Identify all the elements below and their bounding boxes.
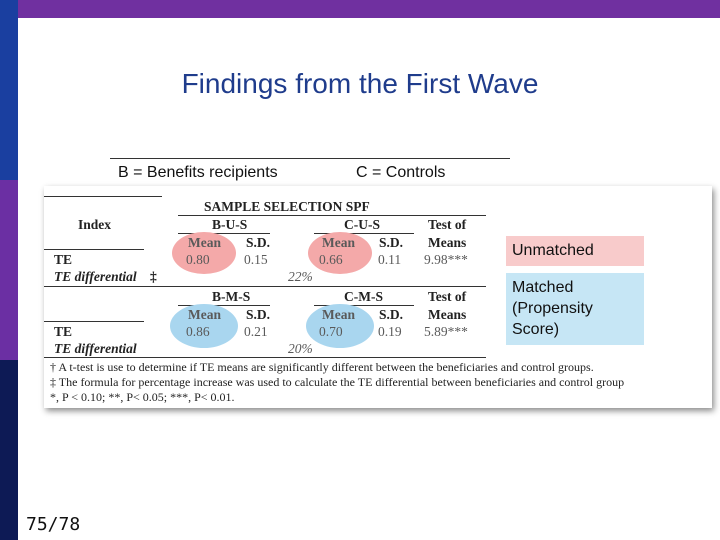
value-c-sd: 0.19 [378, 324, 402, 339]
left-bar-segment-purple [0, 180, 18, 360]
page-number: 75/78 [26, 514, 81, 535]
col-mean: Mean [188, 235, 221, 250]
value-b-mean: 0.80 [186, 252, 210, 267]
test-of-label: Test of [428, 217, 467, 232]
left-bar-segment-blue [0, 0, 18, 180]
row-label-te: TE [54, 324, 73, 339]
rule [178, 305, 270, 306]
highlight-mean-b-unmatched [172, 232, 236, 274]
value-te-differential: 20% [288, 341, 313, 356]
means-label: Means [428, 235, 467, 250]
group-legend: B = Benefits recipients C = Controls [110, 158, 510, 188]
sample-selection-heading: SAMPLE SELECTION SPF [204, 199, 370, 214]
footnote-t-test: † A t-test is use to determine if TE mea… [50, 360, 594, 374]
group-bus: B-U-S [212, 217, 248, 232]
footnote-significance: *, P < 0.10; **, P< 0.05; ***, P< 0.01. [50, 390, 235, 404]
top-accent-bar [0, 0, 720, 18]
value-b-mean: 0.86 [186, 324, 210, 339]
left-bar-segment-navy [0, 360, 18, 540]
col-mean: Mean [188, 307, 221, 322]
row-label-te-differential: TE differential [54, 341, 137, 356]
matched-label-box: Matched (Propensity Score) [506, 273, 644, 345]
highlight-mean-c-matched [306, 304, 374, 348]
results-table-image: Index SAMPLE SELECTION SPF B-U-S C-U-S T… [44, 186, 712, 408]
legend-benefits: B = Benefits recipients [118, 164, 278, 181]
value-c-sd: 0.11 [378, 252, 402, 267]
value-b-sd: 0.15 [244, 252, 268, 267]
value-test: 5.89*** [424, 324, 468, 339]
value-c-mean: 0.70 [319, 324, 343, 339]
legend-controls: C = Controls [356, 164, 446, 181]
means-label: Means [428, 307, 467, 322]
matched-label-line3: Score) [512, 321, 560, 338]
index-header: Index [78, 217, 112, 232]
col-sd: S.D. [246, 307, 271, 322]
col-sd: S.D. [379, 235, 404, 250]
group-bms: B-M-S [212, 289, 251, 304]
rule [44, 321, 144, 322]
rule [178, 233, 270, 234]
row-label-te: TE [54, 252, 73, 267]
rule [44, 196, 162, 197]
col-mean: Mean [322, 307, 355, 322]
value-test: 9.98*** [424, 252, 468, 267]
rule [44, 357, 486, 358]
value-b-sd: 0.21 [244, 324, 268, 339]
col-mean: Mean [322, 235, 355, 250]
group-cus: C-U-S [344, 217, 380, 232]
slide-title: Findings from the First Wave [181, 68, 539, 99]
rule [44, 286, 486, 287]
double-dagger-marker: ‡ [150, 269, 157, 284]
col-sd: S.D. [379, 307, 404, 322]
rule [314, 233, 414, 234]
unmatched-label: Unmatched [512, 242, 594, 259]
left-accent-bar [0, 0, 18, 540]
group-cms: C-M-S [344, 289, 383, 304]
footnote-formula: ‡ The formula for percentage increase wa… [50, 375, 625, 389]
highlight-mean-c-unmatched [308, 232, 372, 274]
matched-label-line2: (Propensity [512, 300, 593, 317]
value-c-mean: 0.66 [319, 252, 343, 267]
matched-label-line1: Matched [512, 279, 574, 296]
test-of-label: Test of [428, 289, 467, 304]
row-label-te-differential: TE differential [54, 269, 137, 284]
rule [178, 215, 486, 216]
unmatched-label-box: Unmatched [506, 236, 644, 266]
rule [44, 249, 144, 250]
highlight-mean-b-matched [170, 304, 238, 348]
col-sd: S.D. [246, 235, 271, 250]
value-te-differential: 22% [288, 269, 313, 284]
rule [314, 305, 414, 306]
